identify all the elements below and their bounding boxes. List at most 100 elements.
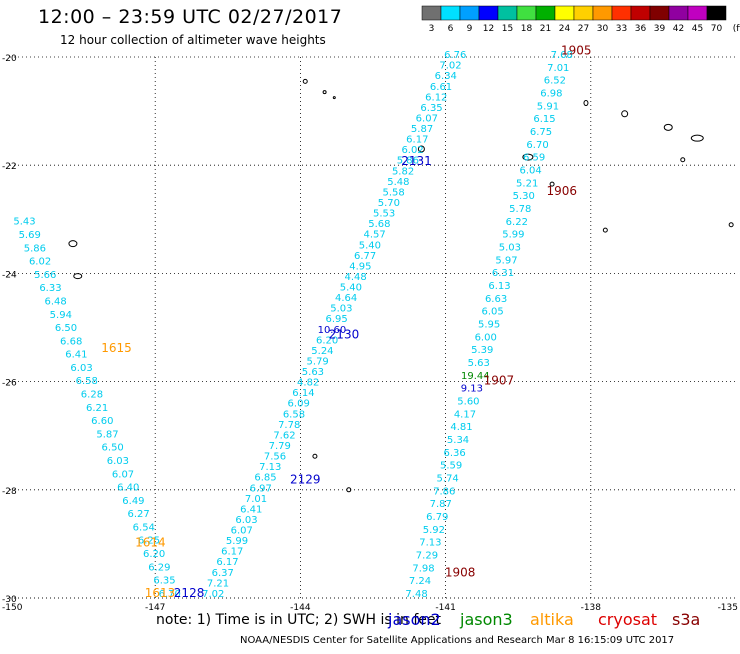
- wave-height-value: 6.02: [29, 257, 51, 268]
- colorbar-label: 39: [654, 24, 666, 34]
- wave-height-value: 5.60: [457, 396, 479, 407]
- pass-time-label: 1905: [561, 43, 592, 57]
- colorbar-label: 36: [635, 24, 647, 34]
- wave-height-value: 6.02: [401, 145, 423, 156]
- island-outline: [312, 453, 318, 459]
- colorbar-label: 33: [616, 24, 627, 34]
- wave-height-value: 6.03: [235, 515, 257, 526]
- y-tick-label: -20: [2, 54, 17, 64]
- wave-height-value: 6.40: [117, 483, 139, 494]
- wave-height-value: 6.29: [148, 562, 170, 573]
- wave-height-value: 6.35: [153, 576, 175, 587]
- island-outline: [417, 145, 425, 153]
- wave-height-value: 4.48: [345, 272, 367, 283]
- wave-height-value: 5.40: [359, 240, 381, 251]
- wave-height-value: 6.97: [250, 483, 272, 494]
- wave-height-value: 6.36: [443, 448, 465, 459]
- legend-jason2: jason2: [388, 610, 441, 629]
- wave-height-value: 6.75: [530, 127, 552, 138]
- wave-height-value: 6.37: [212, 568, 234, 579]
- wave-height-value: 6.09: [288, 399, 310, 410]
- island-outline: [73, 273, 83, 280]
- wave-height-value: 10.60: [318, 325, 347, 336]
- colorbar-label: 27: [578, 24, 589, 34]
- colorbar-label: 42: [673, 24, 684, 34]
- wave-height-value: 6.68: [60, 336, 82, 347]
- wave-height-value: 5.92: [423, 525, 445, 536]
- wave-height-value: 4.95: [349, 261, 371, 272]
- colorbar-label: 21: [540, 24, 551, 34]
- wave-height-value: 6.60: [91, 416, 113, 427]
- wave-height-value: 7.02: [439, 61, 461, 72]
- wave-height-value: 6.04: [520, 166, 542, 177]
- island-outline: [549, 181, 555, 187]
- colorbar-label: 18: [521, 24, 533, 34]
- island-outline: [621, 110, 629, 118]
- colorbar-label: 45: [692, 24, 703, 34]
- wave-height-value: 6.07: [416, 113, 438, 124]
- wave-height-value: 5.70: [378, 198, 400, 209]
- pass-time-label: 2130: [329, 327, 360, 341]
- pass-time-label: 2129: [290, 472, 321, 486]
- wave-height-value: 7.62: [273, 430, 295, 441]
- colorbar-swatch: [630, 5, 651, 21]
- wave-height-value: 7.98: [412, 563, 434, 574]
- wave-height-value: 6.58: [283, 409, 305, 420]
- wave-height-value: 7.56: [264, 452, 286, 463]
- wave-height-value: 6.48: [45, 296, 67, 307]
- colorbar-swatch: [649, 5, 670, 21]
- colorbar-swatch: [668, 5, 689, 21]
- footer-note: note: 1) Time is in UTC; 2) SWH is in fe…: [156, 612, 442, 628]
- wave-height-value: 7.29: [416, 550, 438, 561]
- wave-height-value: 4.17: [454, 409, 476, 420]
- wave-height-value: 7.13: [419, 538, 441, 549]
- wave-height-value: 7.68: [551, 50, 573, 61]
- island-outline: [322, 90, 327, 95]
- pass-time-label: 2128: [174, 586, 205, 600]
- wave-height-value: 5.63: [302, 367, 324, 378]
- pass-time-label: 1906: [546, 184, 577, 198]
- island-outline: [583, 99, 589, 106]
- wave-height-value: 6.85: [254, 473, 276, 484]
- wave-height-value: 5.30: [513, 191, 535, 202]
- wave-height-value: 6.31: [492, 268, 514, 279]
- wave-height-value: 6.05: [481, 307, 503, 318]
- wave-height-value: 5.74: [437, 473, 459, 484]
- wave-height-value: 9.13: [461, 384, 483, 395]
- wave-height-value: 6.34: [435, 71, 457, 82]
- wave-height-value: 4.82: [297, 378, 319, 389]
- island-outline: [728, 222, 734, 228]
- pass-time-label: 1908: [445, 565, 476, 579]
- wave-height-value: 6.15: [533, 114, 555, 125]
- y-tick-label: -30: [2, 595, 17, 605]
- colorbar-swatch: [497, 5, 518, 21]
- wave-height-value: 6.79: [426, 512, 448, 523]
- wave-height-value: 5.03: [330, 304, 352, 315]
- wave-height-value: 7.78: [278, 420, 300, 431]
- wave-height-value: 6.59: [523, 153, 545, 164]
- wave-height-value: 5.58: [382, 187, 404, 198]
- wave-height-value: 5.99: [226, 536, 248, 547]
- x-tick-label: -150: [2, 603, 23, 613]
- wave-height-value: 6.07: [231, 526, 253, 537]
- wave-height-value: 6.12: [425, 92, 447, 103]
- wave-height-value: 6.95: [326, 314, 348, 325]
- colorbar-swatch: [421, 5, 442, 21]
- wave-height-value: 6.07: [112, 469, 134, 480]
- wave-height-value: 6.00: [475, 332, 497, 343]
- legend-s3a: s3a: [672, 610, 701, 629]
- wave-height-value: 6.33: [39, 283, 61, 294]
- colorbar-swatch: [459, 5, 480, 21]
- colorbar-label: 6: [448, 24, 454, 34]
- wave-height-value: 6.35: [420, 103, 442, 114]
- wave-height-value: 6.98: [540, 89, 562, 100]
- wave-height-value: 6.41: [240, 504, 262, 515]
- wave-height-value: 6.17: [406, 135, 428, 146]
- pass-time-label: 1615: [101, 341, 132, 355]
- wave-height-value: 6.03: [70, 363, 92, 374]
- y-tick-label: -24: [2, 270, 17, 280]
- colorbar-swatch: [573, 5, 594, 21]
- pass-time-label: 1614: [135, 536, 166, 550]
